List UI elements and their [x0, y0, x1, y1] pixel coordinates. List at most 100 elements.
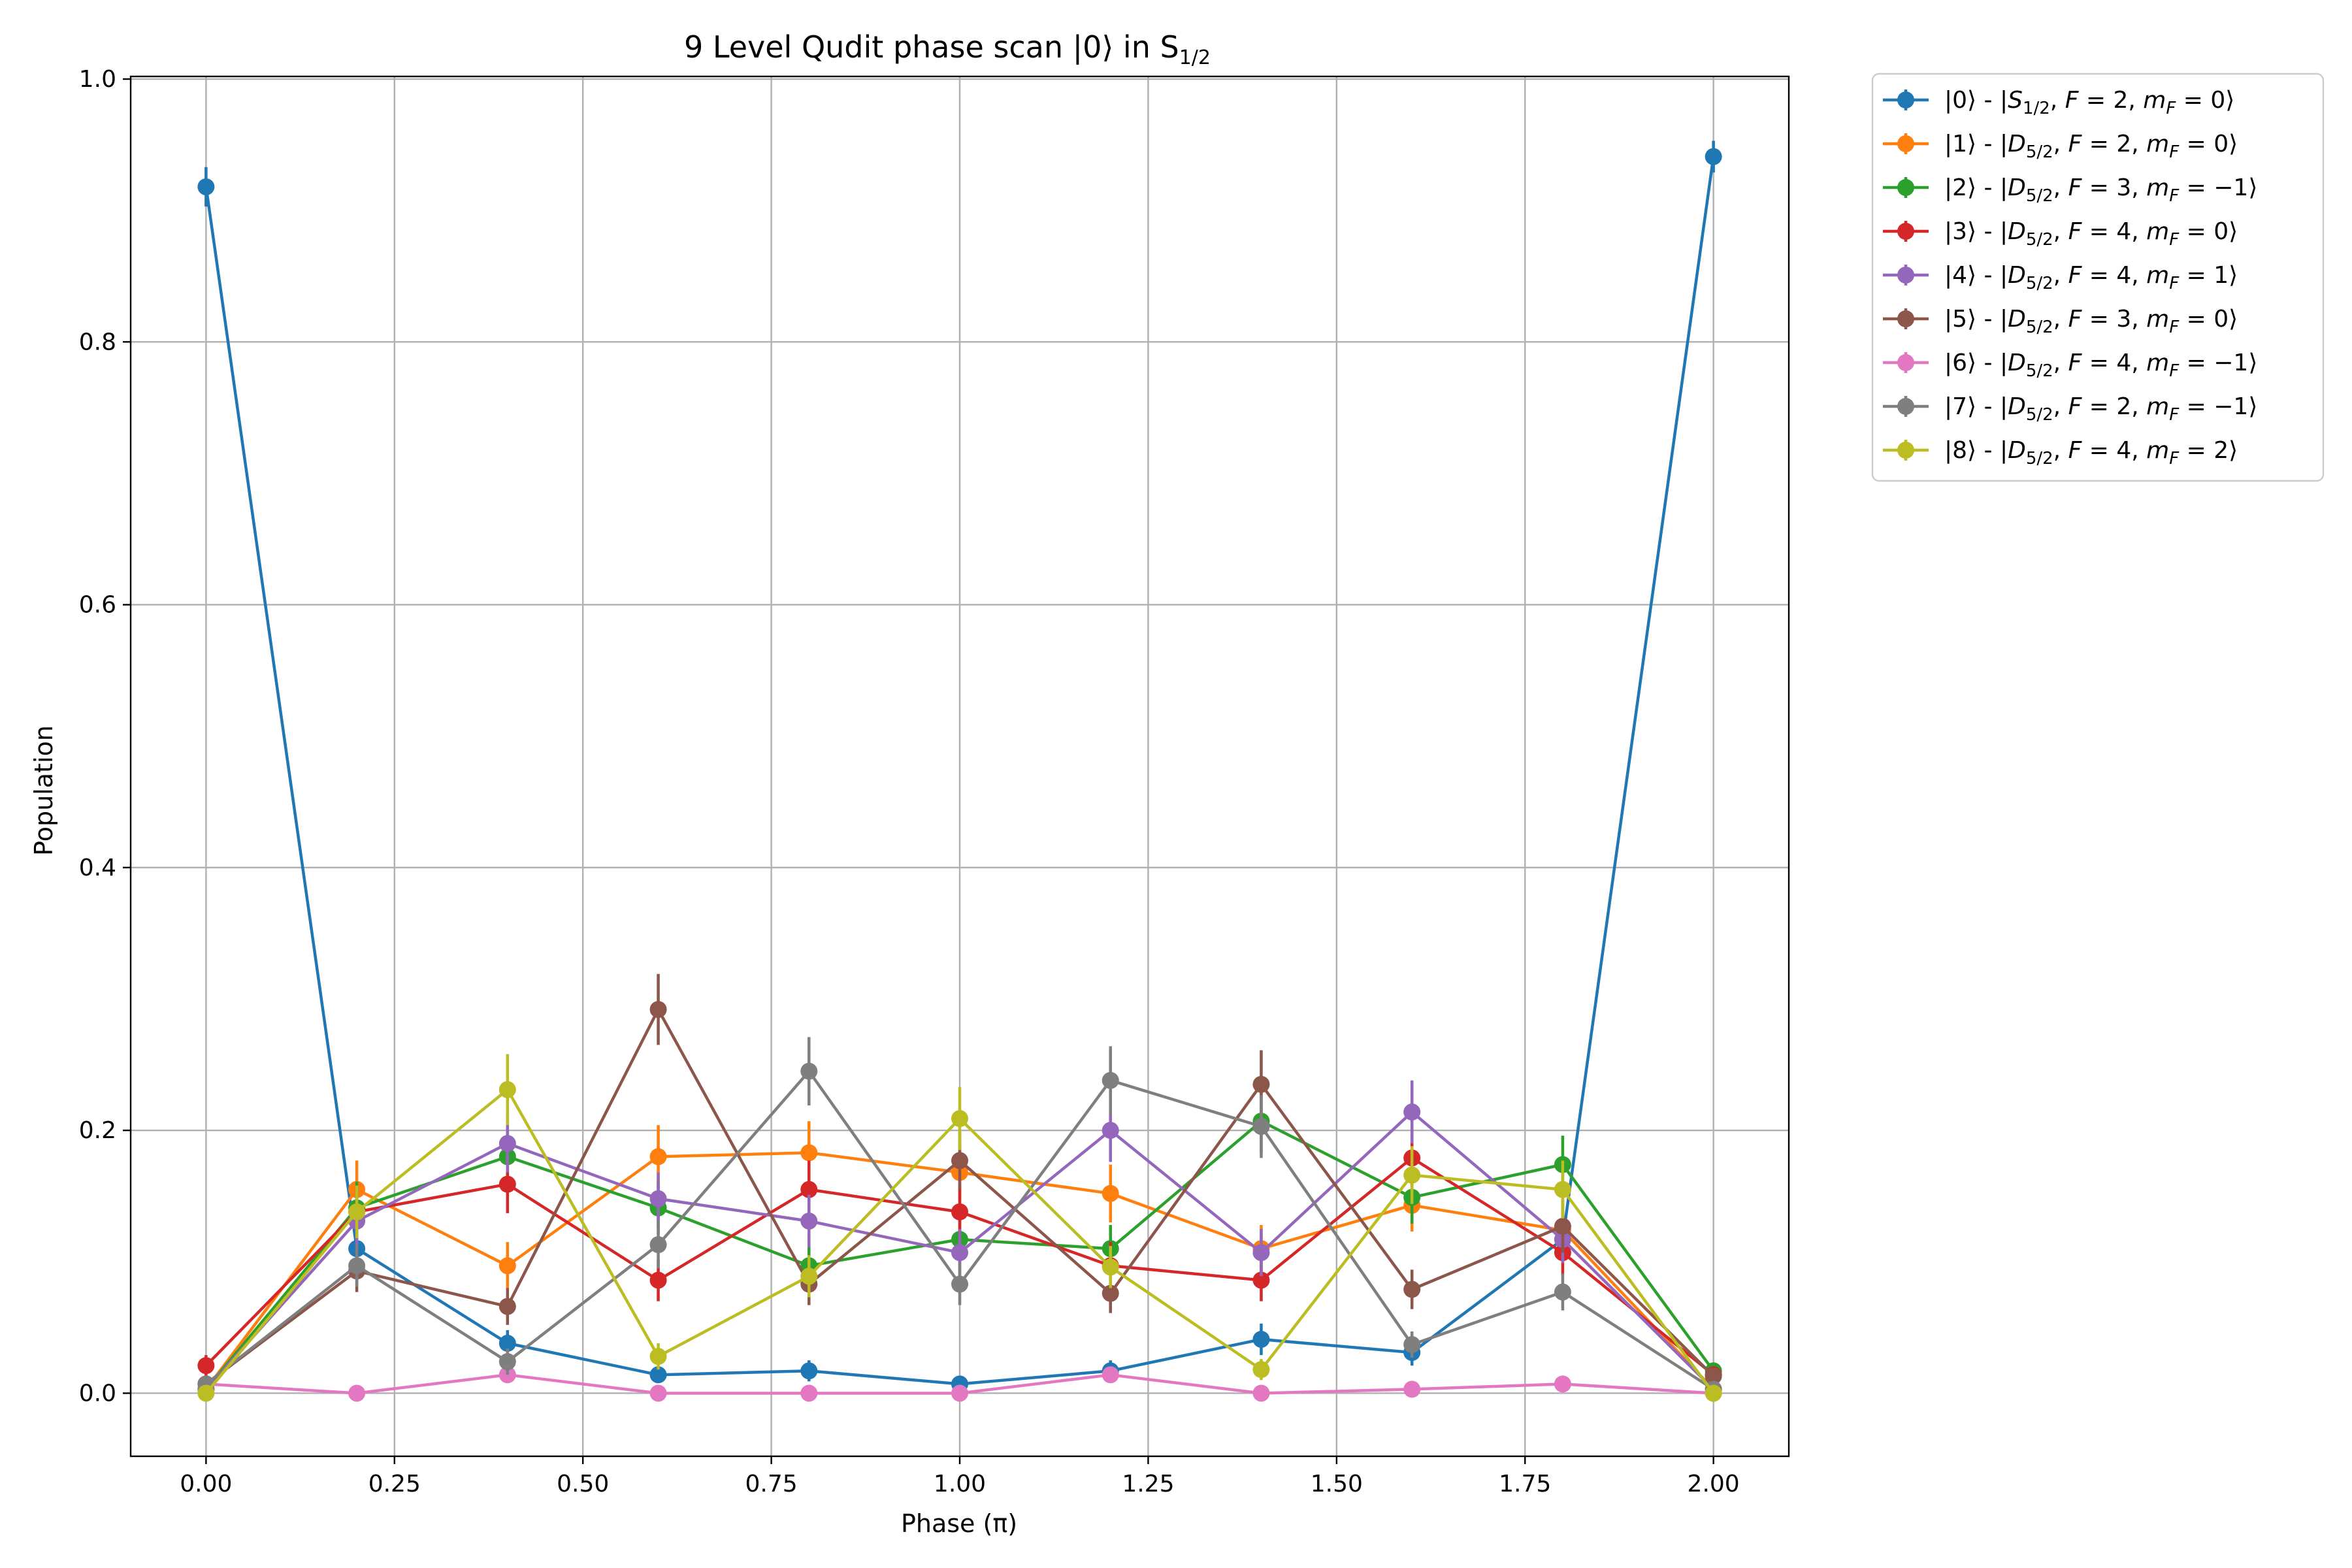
data-point: [1252, 1075, 1270, 1093]
legend-marker-swatch: [1897, 442, 1914, 459]
legend-label-part: |2⟩ - |: [1944, 174, 2008, 201]
legend-label-part: ,: [2050, 87, 2065, 114]
data-point: [1102, 1071, 1119, 1089]
legend-label-part: |3⟩ - |: [1944, 218, 2008, 245]
legend-label-part: ,: [2053, 218, 2068, 245]
legend-label-part: D: [2008, 437, 2026, 464]
data-point: [1403, 1166, 1421, 1184]
data-point: [649, 1271, 667, 1289]
data-point: [1102, 1366, 1119, 1384]
y-axis-label: Population: [29, 725, 58, 856]
data-point: [498, 1135, 516, 1152]
y-tick-label: 0.8: [79, 329, 116, 355]
legend-label-part: S: [2008, 87, 2023, 114]
data-point: [649, 1348, 667, 1365]
legend-label-part: F: [2068, 393, 2083, 420]
legend-label-part: ,: [2131, 131, 2146, 157]
legend-label-part: 5/2: [2026, 318, 2053, 337]
legend-label-part: F: [2169, 142, 2180, 162]
legend-entry: |0⟩ - |S1/2, F = 2, mF = 0⟩: [1883, 87, 2234, 118]
chart-title: 9 Level Qudit phase scan |0⟩ in S1/2: [684, 29, 1211, 69]
x-tick-label: 1.25: [1122, 1471, 1174, 1497]
legend-label: |6⟩ - |D5/2, F = 4, mF = −1⟩: [1944, 350, 2257, 381]
data-point: [1705, 1384, 1722, 1402]
legend-label-part: =: [2078, 87, 2113, 114]
series-0: [197, 140, 1722, 1393]
legend-label-part: F: [2068, 350, 2083, 376]
legend-label-part: F: [2068, 262, 2083, 289]
legend-marker-swatch: [1897, 398, 1914, 415]
legend-label: |7⟩ - |D5/2, F = 2, mF = −1⟩: [1944, 393, 2257, 425]
legend-label-part: 2: [2116, 131, 2131, 157]
legend-label-part: 1: [2213, 262, 2229, 289]
legend-label-part: 4: [2116, 218, 2131, 245]
legend-label-part: ,: [2053, 262, 2068, 289]
legend-label-part: 1/2: [2023, 99, 2050, 118]
data-point: [951, 1203, 968, 1220]
legend-label-part: |8⟩ - |: [1944, 437, 2008, 464]
x-tick-label: 1.00: [934, 1471, 986, 1497]
data-point: [649, 1384, 667, 1402]
legend-label-part: =: [2176, 87, 2210, 114]
data-point: [649, 1190, 667, 1207]
legend-label-part: m: [2146, 350, 2169, 376]
x-tick-label: 0.50: [557, 1471, 609, 1497]
data-point: [348, 1384, 366, 1402]
legend-label-part: =: [2179, 131, 2213, 157]
legend-frame: [1871, 73, 2325, 482]
legend-label-part: −1: [2213, 350, 2248, 376]
legend-label-part: 4: [2116, 262, 2131, 289]
x-tick-label: 2.00: [1688, 1471, 1740, 1497]
legend-label-part: ,: [2131, 262, 2146, 289]
data-point: [498, 1353, 516, 1371]
legend-label-part: ,: [2053, 350, 2068, 376]
data-point: [348, 1203, 366, 1220]
y-tick-label: 0.6: [79, 592, 116, 619]
legend-label-part: 4: [2116, 437, 2131, 464]
legend-label-part: F: [2169, 449, 2180, 468]
legend-label: |0⟩ - |S1/2, F = 2, mF = 0⟩: [1944, 87, 2234, 118]
data-point: [498, 1175, 516, 1193]
legend-entry: |7⟩ - |D5/2, F = 2, mF = −1⟩: [1883, 393, 2257, 425]
data-point: [649, 1001, 667, 1019]
data-point: [197, 1357, 215, 1375]
legend-label-part: ⟩: [2248, 174, 2257, 201]
series-5: [197, 973, 1722, 1393]
legend-label-part: =: [2082, 218, 2116, 245]
legend-label-part: ⟩: [2229, 262, 2238, 289]
legend-label-part: F: [2169, 405, 2180, 425]
data-point: [800, 1062, 818, 1080]
legend-label-part: =: [2082, 174, 2116, 201]
legend-label-part: D: [2008, 306, 2026, 333]
legend-label-part: ,: [2131, 350, 2146, 376]
legend-label-part: m: [2146, 262, 2169, 289]
legend-label-part: ,: [2053, 306, 2068, 333]
data-point: [1403, 1103, 1421, 1121]
legend-entry: |8⟩ - |D5/2, F = 4, mF = 2⟩: [1883, 437, 2238, 468]
data-point: [1554, 1375, 1571, 1393]
legend-label: |1⟩ - |D5/2, F = 2, mF = 0⟩: [1944, 131, 2238, 162]
data-point: [951, 1152, 968, 1169]
data-point: [1252, 1330, 1270, 1348]
legend-entry: |6⟩ - |D5/2, F = 4, mF = −1⟩: [1883, 350, 2257, 381]
legend-label-part: =: [2082, 393, 2116, 420]
x-tick-label: 1.50: [1311, 1471, 1363, 1497]
legend-label-part: |4⟩ - |: [1944, 262, 2008, 289]
legend-label-part: F: [2169, 274, 2180, 293]
legend-label-part: ⟩: [2229, 131, 2238, 157]
legend-label: |5⟩ - |D5/2, F = 3, mF = 0⟩: [1944, 306, 2238, 337]
legend-label-part: 5/2: [2026, 405, 2053, 425]
legend-label-part: 5/2: [2026, 142, 2053, 162]
legend-label-part: =: [2179, 306, 2213, 333]
legend-label-part: |1⟩ - |: [1944, 131, 2008, 157]
data-point: [1554, 1181, 1571, 1198]
legend-label-part: 5/2: [2026, 274, 2053, 293]
data-point: [649, 1366, 667, 1384]
legend-label-part: 0: [2213, 131, 2229, 157]
legend-label-part: F: [2169, 318, 2180, 337]
data-point: [1102, 1184, 1119, 1202]
legend-label-part: 2: [2116, 393, 2131, 420]
legend-label-part: ,: [2053, 437, 2068, 464]
legend-label-part: =: [2179, 350, 2213, 376]
legend-label-part: =: [2179, 262, 2213, 289]
